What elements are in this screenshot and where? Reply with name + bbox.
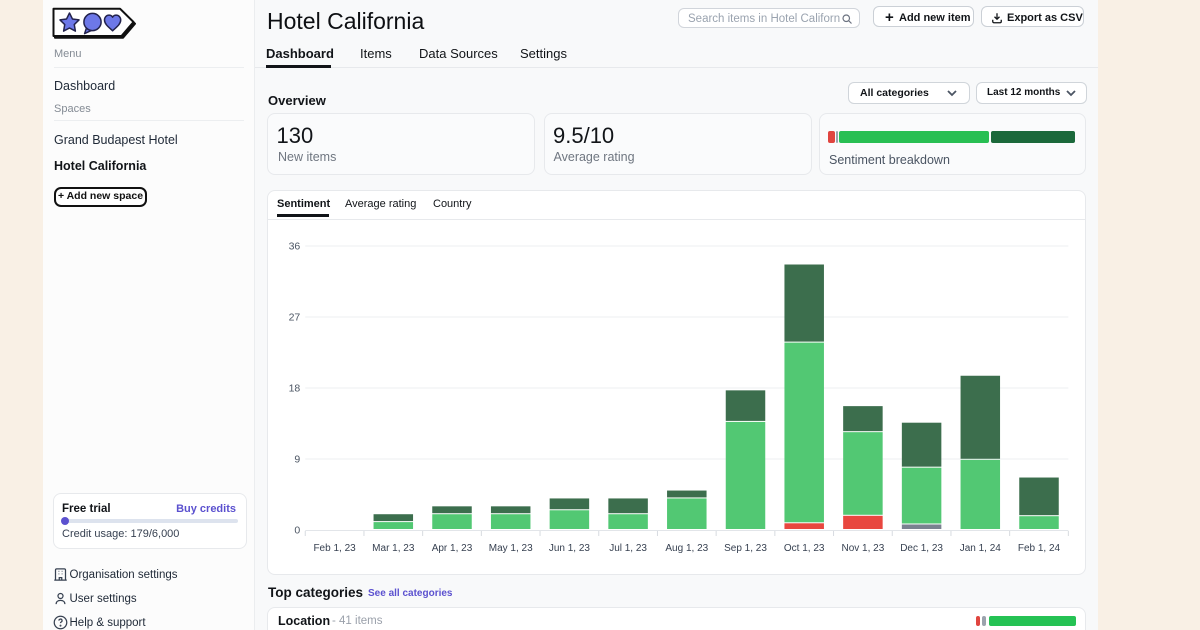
- svg-text:Jun 1, 23: Jun 1, 23: [549, 543, 591, 554]
- svg-text:Nov 1, 23: Nov 1, 23: [841, 543, 884, 554]
- svg-text:Oct 1, 23: Oct 1, 23: [784, 543, 825, 554]
- svg-text:Sep 1, 23: Sep 1, 23: [724, 543, 767, 554]
- svg-text:18: 18: [289, 382, 301, 394]
- svg-text:Dec 1, 23: Dec 1, 23: [900, 543, 943, 554]
- svg-text:Jan 1, 24: Jan 1, 24: [960, 543, 1002, 554]
- svg-text:9: 9: [294, 453, 300, 465]
- svg-text:0: 0: [294, 525, 300, 537]
- svg-text:Jul 1, 23: Jul 1, 23: [609, 543, 647, 554]
- svg-text:Feb 1, 24: Feb 1, 24: [1018, 543, 1061, 554]
- svg-text:Apr 1, 23: Apr 1, 23: [432, 543, 473, 554]
- svg-text:May 1, 23: May 1, 23: [489, 543, 533, 554]
- svg-text:Aug 1, 23: Aug 1, 23: [665, 543, 708, 554]
- svg-text:36: 36: [289, 240, 301, 252]
- svg-text:Feb 1, 23: Feb 1, 23: [313, 543, 356, 554]
- svg-text:Mar 1, 23: Mar 1, 23: [372, 543, 415, 554]
- svg-text:27: 27: [289, 311, 301, 323]
